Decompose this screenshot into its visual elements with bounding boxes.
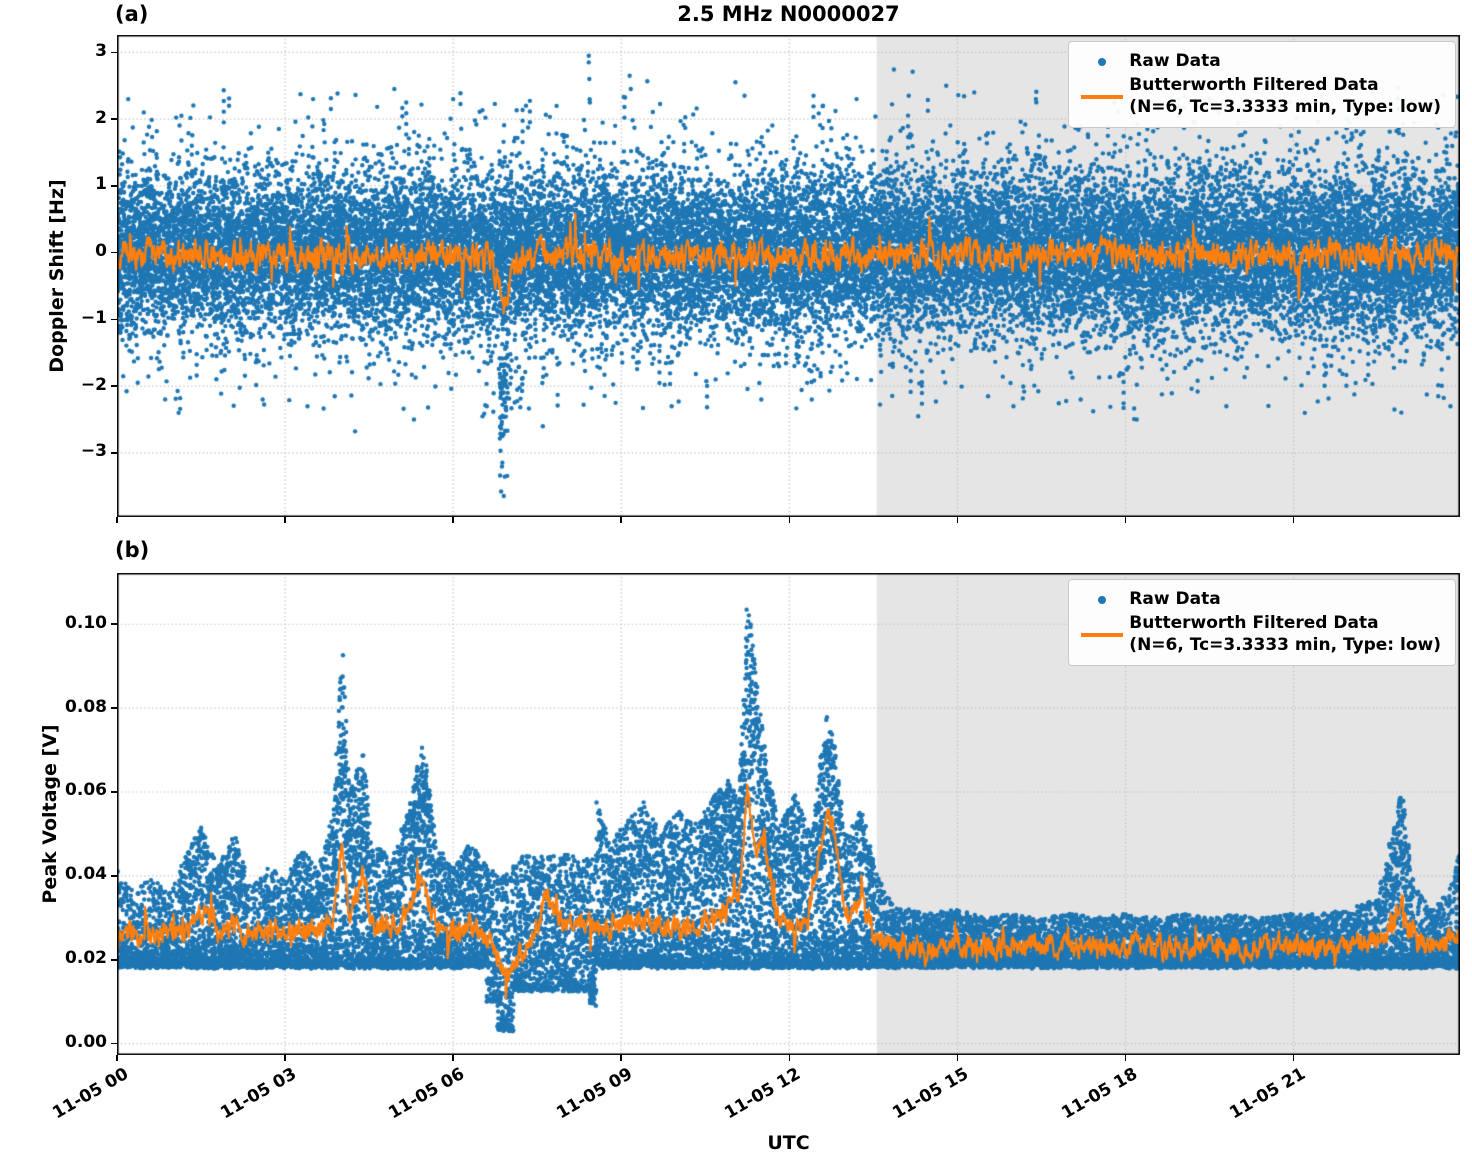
legend-filtered-line2: (N=6, Tc=3.3333 min, Type: low) [1129, 634, 1441, 655]
panel-a-legend: Raw Data Butterworth Filtered Data (N=6,… [1068, 41, 1456, 129]
y-tick-mark [111, 452, 117, 454]
y-tick-mark [111, 1042, 117, 1045]
y-tick-mark [111, 791, 117, 793]
x-tick-mark [620, 517, 623, 523]
raw-data-dot-marker-icon [1075, 595, 1129, 604]
y-tick-mark [111, 623, 117, 625]
x-tick-mark [788, 1055, 791, 1061]
y-tick-label: −1 [80, 307, 107, 328]
legend-filtered-label: Butterworth Filtered Data (N=6, Tc=3.333… [1129, 613, 1441, 657]
y-tick-label: 0.02 [65, 948, 107, 969]
x-tick-mark [284, 1055, 286, 1061]
y-tick-label: 0.06 [65, 780, 107, 801]
y-tick-mark [111, 51, 117, 54]
y-tick-label: −3 [80, 441, 107, 462]
y-tick-label: 0.04 [65, 864, 107, 885]
legend-filtered-label: Butterworth Filtered Data (N=6, Tc=3.333… [1129, 75, 1441, 119]
x-tick-mark [956, 1055, 959, 1061]
legend-raw-label: Raw Data [1129, 589, 1221, 609]
filtered-line-marker-icon [1075, 632, 1129, 637]
x-tick-mark [116, 517, 118, 523]
y-tick-label: 1 [95, 174, 107, 195]
legend-filtered-line1: Butterworth Filtered Data [1129, 612, 1379, 633]
x-tick-mark [452, 1055, 454, 1061]
x-axis-label: UTC [767, 1132, 810, 1154]
panel-a-y-axis-label: Doppler Shift [Hz] [46, 179, 68, 373]
legend-entry-raw: Raw Data [1075, 51, 1441, 73]
y-tick-mark [111, 185, 117, 187]
x-tick-mark [620, 1055, 623, 1061]
panel-b-legend: Raw Data Butterworth Filtered Data (N=6,… [1068, 579, 1456, 667]
legend-entry-filtered: Butterworth Filtered Data (N=6, Tc=3.333… [1075, 613, 1441, 657]
y-tick-mark [111, 707, 117, 709]
x-tick-mark [116, 1055, 118, 1061]
x-tick-mark [1124, 1055, 1127, 1061]
raw-data-dot-marker-icon [1075, 57, 1129, 66]
filtered-line-marker-icon [1075, 94, 1129, 99]
chart-title: 2.5 MHz N0000027 [677, 2, 900, 26]
panel-b-label: (b) [115, 538, 150, 562]
x-tick-label: 11-05 00 [49, 1064, 132, 1124]
legend-entry-filtered: Butterworth Filtered Data (N=6, Tc=3.333… [1075, 75, 1441, 119]
y-tick-mark [111, 875, 117, 877]
x-tick-mark [788, 517, 791, 523]
y-tick-mark [111, 118, 117, 120]
panel-a-label: (a) [115, 2, 149, 26]
legend-entry-raw: Raw Data [1075, 589, 1441, 611]
y-tick-label: 0.08 [65, 696, 107, 717]
y-tick-mark [111, 318, 117, 321]
legend-filtered-line2: (N=6, Tc=3.3333 min, Type: low) [1129, 96, 1441, 117]
x-tick-mark [1292, 1055, 1295, 1061]
y-tick-label: 3 [95, 40, 107, 61]
x-tick-mark [956, 517, 959, 523]
y-tick-label: 0.00 [65, 1032, 107, 1053]
y-tick-label: −2 [80, 374, 107, 395]
legend-filtered-line1: Butterworth Filtered Data [1129, 74, 1379, 95]
y-tick-mark [111, 958, 117, 961]
y-tick-label: 0 [95, 241, 107, 262]
legend-raw-label: Raw Data [1129, 51, 1221, 71]
y-tick-mark [111, 385, 117, 387]
x-tick-mark [1124, 517, 1127, 523]
y-tick-label: 0.10 [65, 612, 107, 633]
x-tick-mark [284, 517, 286, 523]
x-tick-mark [452, 517, 454, 523]
x-tick-mark [1292, 517, 1295, 523]
y-tick-mark [111, 251, 117, 254]
y-tick-label: 2 [95, 107, 107, 128]
